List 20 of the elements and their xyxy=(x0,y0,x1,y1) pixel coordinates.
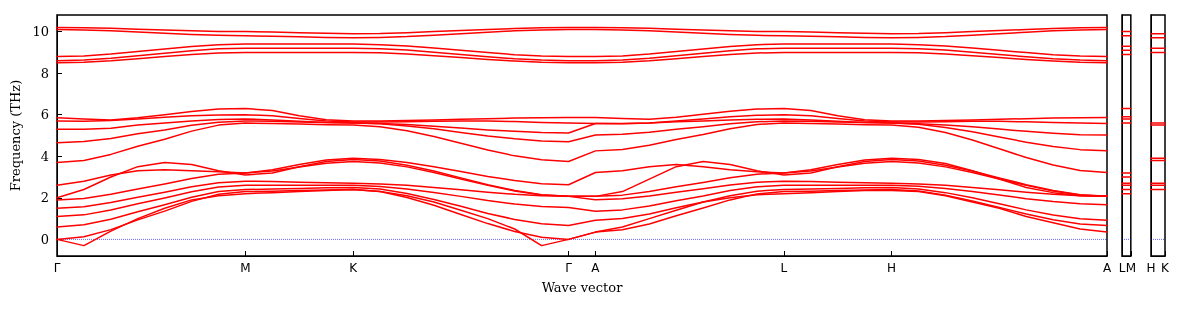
y-axis-title: Frequency (THz) xyxy=(7,79,23,192)
y-tick-label: 10 xyxy=(32,24,49,40)
y-tick-label: 8 xyxy=(40,65,49,81)
x-tick-label: K xyxy=(1161,261,1171,275)
x-tick-label: H xyxy=(1146,261,1156,275)
x-tick-label: M xyxy=(1125,261,1136,275)
y-tick-label: 6 xyxy=(40,107,49,123)
x-tick-label: M xyxy=(240,261,251,275)
x-axis-title: Wave vector xyxy=(541,280,624,295)
y-tick-label: 0 xyxy=(40,231,49,247)
y-tick-label: 4 xyxy=(40,148,49,164)
x-tick-label: A xyxy=(591,261,601,275)
x-tick-label: Γ xyxy=(53,261,61,275)
x-tick-label: A xyxy=(1102,261,1112,275)
x-tick-label: K xyxy=(349,261,359,275)
x-tick-label: L xyxy=(780,261,788,275)
x-tick-label: L xyxy=(1118,261,1126,275)
x-tick-label: H xyxy=(887,261,897,275)
y-tick-label: 2 xyxy=(40,190,49,206)
x-tick-label: Γ xyxy=(565,261,573,275)
